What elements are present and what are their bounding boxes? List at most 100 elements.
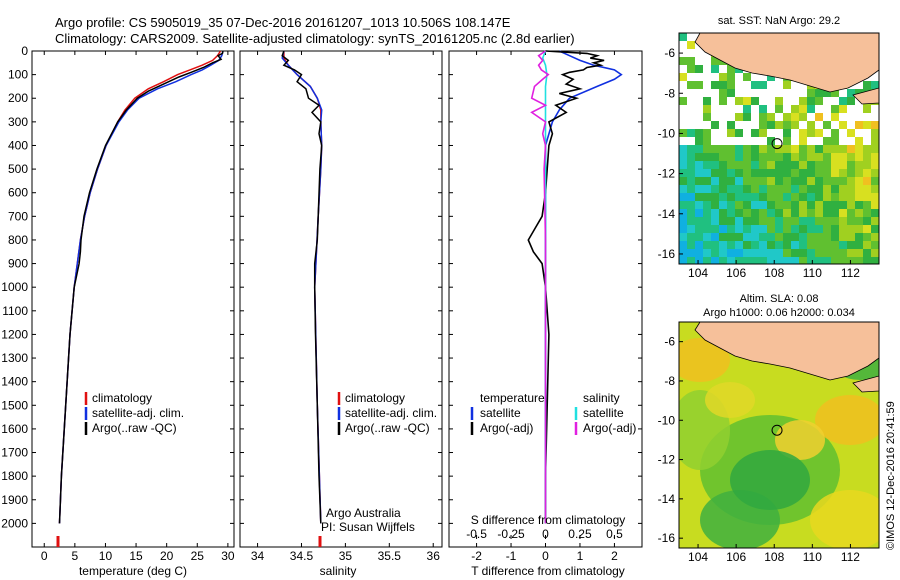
sst-cell <box>679 153 687 161</box>
sst-cell <box>815 153 823 161</box>
sst-cell <box>831 257 839 264</box>
sst-cell <box>751 217 759 225</box>
sla-blob <box>810 490 879 548</box>
sst-y-tick-label: -6 <box>664 46 675 60</box>
sst-cell <box>743 161 751 169</box>
sst-cell <box>727 201 735 209</box>
sst-cell <box>831 201 839 209</box>
temperature-tick-label: 0 <box>41 549 48 563</box>
header-line-2: Climatology: CARS2009. Satellite-adjuste… <box>55 31 575 46</box>
sst-cell <box>847 233 855 241</box>
difference-series <box>527 50 623 524</box>
sst-cell <box>695 201 703 209</box>
sst-cell <box>823 193 831 201</box>
sst-cell <box>687 217 695 225</box>
sst-cell <box>863 193 871 201</box>
sst-cell <box>719 193 727 201</box>
depth-tick-label: 1800 <box>1 469 28 483</box>
sst-cell <box>847 257 855 264</box>
sst-cell <box>847 249 855 257</box>
sst-cell <box>847 193 855 201</box>
sst-cell <box>775 225 783 233</box>
sst-cell <box>831 193 839 201</box>
sst-cell <box>791 161 799 169</box>
sla-land-java <box>694 322 879 381</box>
sst-cell <box>815 185 823 193</box>
legend-label-temperature: temperature <box>480 391 545 405</box>
sst-cell <box>687 249 695 257</box>
sst-cell <box>839 249 847 257</box>
sst-cell <box>855 145 863 153</box>
sst-cell <box>807 217 815 225</box>
sst-cell <box>863 265 871 273</box>
sst-cell <box>759 113 767 121</box>
sst-cell <box>719 225 727 233</box>
sst-cell <box>751 129 759 137</box>
sst-cell <box>807 257 815 264</box>
sst-cell <box>823 241 831 249</box>
difference-s-tick-label: 0.25 <box>568 527 592 541</box>
sst-cell <box>799 225 807 233</box>
sst-cell <box>711 209 719 217</box>
sst-cell <box>831 177 839 185</box>
sst-cell <box>815 225 823 233</box>
sst-cell <box>855 233 863 241</box>
sst-cell <box>687 177 695 185</box>
sst-cell <box>711 169 719 177</box>
sst-cell <box>855 225 863 233</box>
difference-xlabel: T difference from climatology <box>471 564 625 578</box>
sst-cell <box>823 137 831 145</box>
sst-cell <box>831 105 839 113</box>
sst-cell <box>767 249 775 257</box>
salinity-panel-frame <box>239 50 443 548</box>
attribution-pi: PI: Susan Wijffels <box>321 520 415 534</box>
temperature-panel-frame <box>31 50 235 548</box>
sst-cell <box>847 169 855 177</box>
depth-tick-label: 1400 <box>1 375 28 389</box>
sst-cell <box>703 241 711 249</box>
sst-cell <box>839 217 847 225</box>
sst-cell <box>679 145 687 153</box>
sst-cell <box>847 161 855 169</box>
sst-cell <box>847 177 855 185</box>
legend-label-salinity: salinity <box>583 391 620 405</box>
temperature-x-axis: 0 5 10 15 20 25 30 <box>41 51 235 563</box>
sst-cell <box>807 161 815 169</box>
sst-cell <box>735 129 743 137</box>
sst-cell <box>831 185 839 193</box>
sst-cell <box>759 145 767 153</box>
header-line-1: Argo profile: CS 5905019_35 07-Dec-2016 … <box>55 15 511 30</box>
sst-cell <box>735 193 743 201</box>
sla-y-tick-label: -6 <box>664 335 675 349</box>
sst-cell <box>791 177 799 185</box>
sst-cell <box>839 177 847 185</box>
depth-tick-label: 600 <box>8 186 28 200</box>
sst-cell <box>815 129 823 137</box>
sst-cell <box>775 185 783 193</box>
sst-cell <box>711 265 719 273</box>
sst-cell <box>791 185 799 193</box>
sst-cell <box>791 217 799 225</box>
sst-cell <box>783 193 791 201</box>
sst-x-tick-label: 112 <box>841 266 860 280</box>
sst-cell <box>807 169 815 177</box>
sst-cell <box>775 161 783 169</box>
sst-cell <box>711 57 719 65</box>
sst-cell <box>743 193 751 201</box>
sst-cell <box>743 169 751 177</box>
sst-cell <box>727 193 735 201</box>
sst-cell <box>703 105 711 113</box>
sst-cell <box>743 185 751 193</box>
sst-cell <box>831 113 839 121</box>
sst-cell <box>807 209 815 217</box>
sst-cell <box>711 225 719 233</box>
sst-cell <box>719 177 727 185</box>
sst-cell <box>687 65 695 73</box>
sst-cell <box>751 257 759 264</box>
sst-cell <box>719 81 727 89</box>
sst-cell <box>735 233 743 241</box>
sst-cell <box>767 233 775 241</box>
legend-label-argo: Argo(..raw -QC) <box>345 421 430 435</box>
sst-cell <box>815 177 823 185</box>
salinity-tick-label: 34 <box>251 549 265 563</box>
